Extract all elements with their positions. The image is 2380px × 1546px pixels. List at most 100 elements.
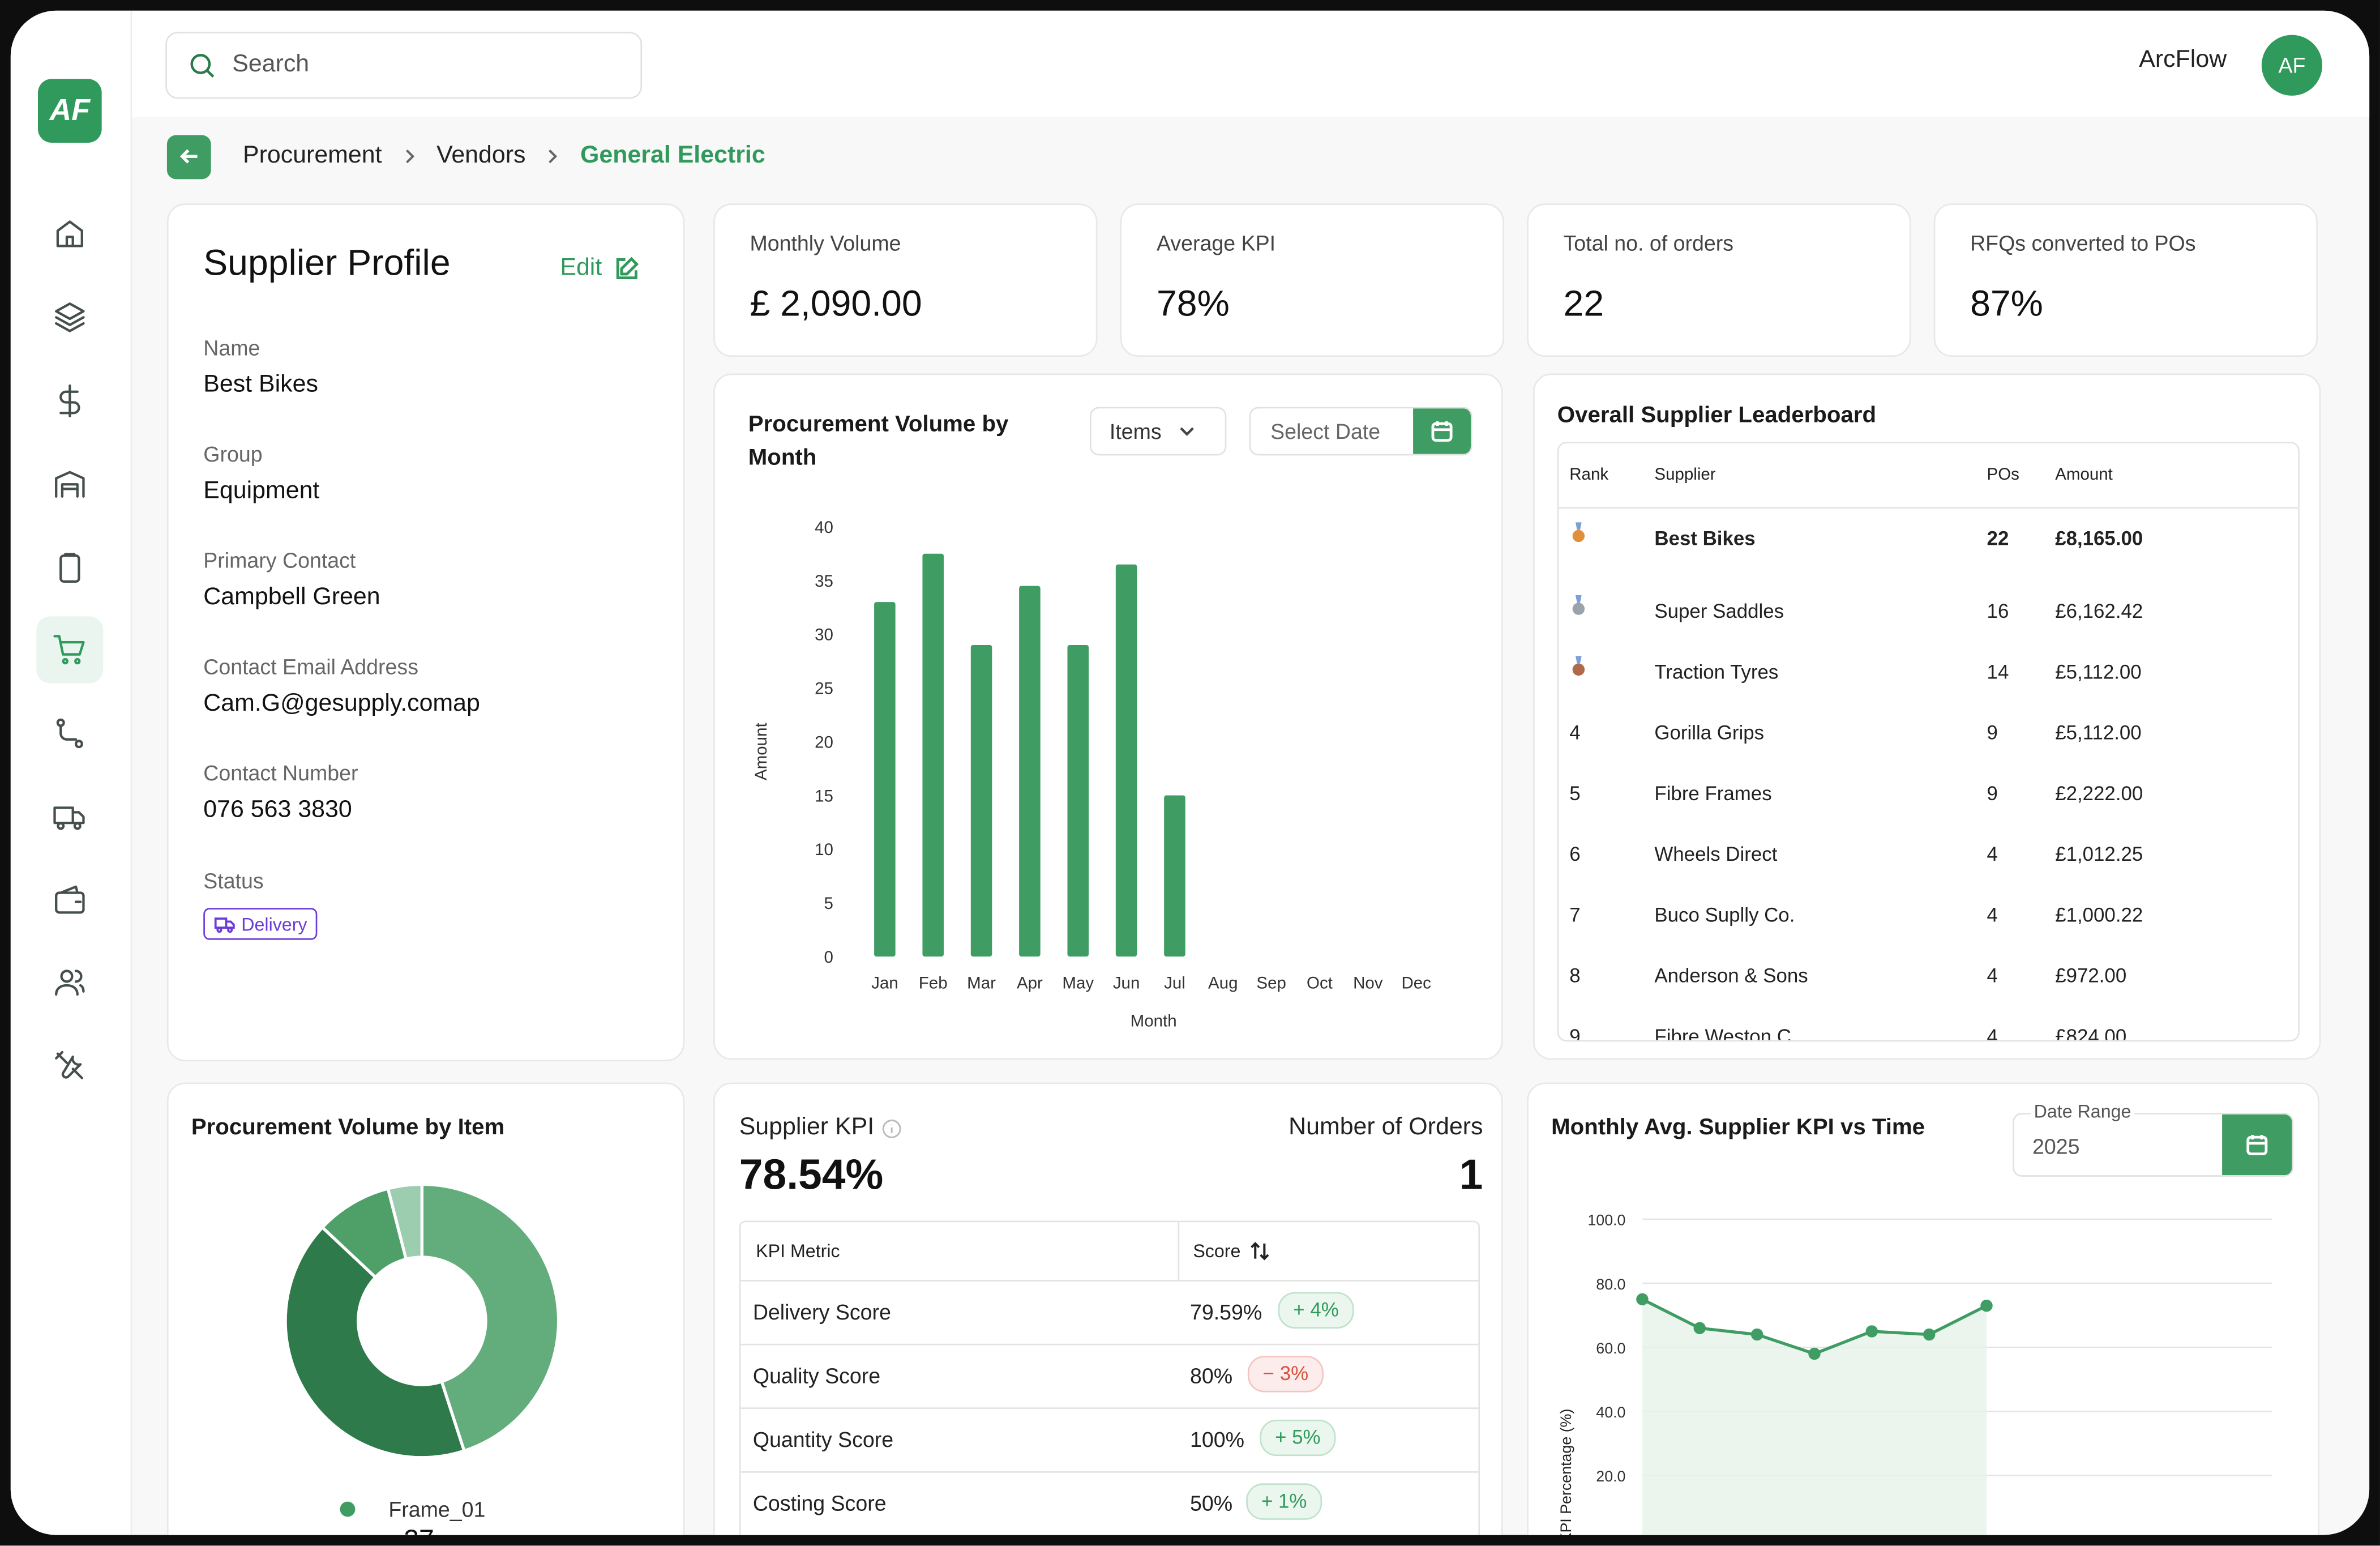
kpi-table-header: KPI Metric Score [740, 1222, 1479, 1282]
y-tick-label: 20 [815, 733, 833, 751]
table-row[interactable]: Super Saddles 16 £6,162.42 [1559, 568, 2298, 629]
table-row[interactable]: Traction Tyres 14 £5,112.00 [1559, 629, 2298, 689]
app-logo[interactable]: AF [38, 79, 102, 143]
calendar-button[interactable] [1413, 408, 1471, 454]
field-label-name: Name [203, 335, 260, 360]
field-value-phone: 076 563 3830 [203, 797, 352, 823]
date-input[interactable] [1267, 417, 1418, 445]
silver-medal-icon [1572, 595, 1585, 615]
field-value-email: Cam.G@gesupply.comap [203, 690, 480, 717]
table-row[interactable]: 6 Wheels Direct 4 £1,012.25 [1559, 811, 2298, 872]
column-pos: POs [1987, 466, 2019, 485]
rank-cell: 7 [1569, 903, 1581, 926]
trend-badge: + 5% [1260, 1419, 1336, 1457]
info-icon[interactable] [882, 1118, 902, 1138]
bar[interactable] [922, 553, 944, 957]
amount-cell: £6,162.42 [2055, 600, 2143, 623]
line-point[interactable] [1750, 1328, 1763, 1341]
legend-value: 27 [404, 1524, 434, 1535]
bronze-medal-icon [1572, 656, 1585, 676]
sidebar-item-clipboard[interactable] [36, 535, 103, 601]
amount-cell: £1,000.22 [2055, 903, 2143, 926]
users-icon [55, 970, 85, 996]
x-tick-label: Jan [871, 973, 898, 992]
pie-slice[interactable] [386, 1182, 424, 1261]
column-score: Score [1193, 1240, 1241, 1262]
sidebar-item-wallet[interactable] [36, 867, 103, 934]
table-row[interactable]: 4 Gorilla Grips 9 £5,112.00 [1559, 689, 2298, 750]
line-point[interactable] [1980, 1299, 1993, 1312]
items-dropdown[interactable]: Items [1090, 407, 1227, 456]
search-input[interactable] [229, 50, 630, 81]
stat-value: £ 2,090.00 [750, 284, 922, 325]
stat-label: Average KPI [1156, 230, 1276, 255]
breadcrumb-procurement[interactable]: Procurement [242, 143, 382, 169]
breadcrumb-vendors[interactable]: Vendors [436, 143, 526, 169]
stat-label: Monthly Volume [750, 230, 901, 255]
bar[interactable] [874, 602, 896, 957]
table-row[interactable]: Best Bikes 22 £8,165.00 [1559, 507, 2298, 567]
y-tick-label: 0.0 [1604, 1532, 1625, 1535]
pie-slice[interactable] [284, 1225, 466, 1459]
edit-button[interactable]: Edit [560, 255, 639, 282]
date-range-calendar-button[interactable] [2222, 1114, 2292, 1176]
amount-cell: £5,112.00 [2055, 660, 2142, 684]
leaderboard-header: Rank Supplier POs Amount [1559, 443, 2298, 509]
sidebar-item-layers[interactable] [36, 284, 103, 351]
chart-title-line1: Procurement Volume by [748, 411, 1009, 438]
supplier-cell: Fibre Frames [1654, 781, 1772, 805]
y-tick-label: 60.0 [1596, 1340, 1625, 1357]
column-score-sort[interactable]: Score [1193, 1240, 1271, 1262]
y-tick-label: 80.0 [1596, 1276, 1625, 1293]
x-tick-label: Nov [1353, 973, 1383, 992]
pie-slice[interactable] [420, 1182, 560, 1453]
table-row[interactable]: 9 Fibre Weston C 4 £824.00 [1559, 993, 2298, 1040]
leaderboard-table: Rank Supplier POs Amount Best Bikes 22 £8,… [1557, 442, 2300, 1042]
line-point[interactable] [1693, 1322, 1706, 1334]
stat-label: RFQs converted to POs [1970, 230, 2196, 255]
bar[interactable] [970, 644, 992, 957]
trend-badge: + 1% [1246, 1483, 1322, 1520]
table-row[interactable]: 8 Anderson & Sons 4 £972.00 [1559, 932, 2298, 993]
amount-cell: £5,112.00 [2055, 721, 2142, 744]
line-point[interactable] [1865, 1325, 1878, 1338]
table-row[interactable]: 5 Fibre Frames 9 £2,222.00 [1559, 750, 2298, 810]
x-tick-label: Jul [1164, 973, 1185, 992]
edit-label: Edit [560, 255, 602, 281]
search-box[interactable] [165, 32, 643, 99]
sidebar-item-home[interactable] [36, 200, 103, 267]
sidebar-item-procurement[interactable] [36, 616, 104, 684]
bar[interactable] [1019, 586, 1041, 957]
date-range-picker[interactable]: 2025 [2013, 1113, 2294, 1177]
y-tick-label: 35 [815, 572, 833, 591]
sidebar-item-users[interactable] [36, 949, 103, 1016]
table-row[interactable]: 7 Buco Suplly Co. 4 £1,000.22 [1559, 872, 2298, 932]
bar[interactable] [1115, 564, 1137, 957]
line-point[interactable] [1808, 1347, 1821, 1360]
stat-value: 22 [1563, 284, 1604, 325]
sidebar-item-routes[interactable] [36, 700, 103, 767]
chevron-right-icon [405, 150, 414, 164]
x-tick-label: Aug [1208, 973, 1238, 992]
bar[interactable] [1067, 644, 1089, 957]
kpi-score-cell: 80% [1189, 1363, 1233, 1388]
search-icon [190, 54, 215, 78]
line-point[interactable] [1923, 1328, 1936, 1341]
bar[interactable] [1164, 795, 1185, 957]
stat-value: 78% [1156, 284, 1230, 325]
avatar[interactable]: AF [2261, 35, 2323, 96]
sidebar-item-delivery[interactable] [36, 783, 103, 850]
date-picker[interactable] [1249, 407, 1472, 456]
back-button[interactable] [166, 134, 211, 179]
supplier-profile-card: Supplier Profile Edit Name Best Bikes Gr… [166, 203, 685, 1062]
amount-cell: £972.00 [2055, 964, 2127, 987]
column-kpi-metric: KPI Metric [756, 1240, 840, 1262]
sidebar-item-warehouse[interactable] [36, 451, 103, 518]
sidebar-item-finance[interactable] [36, 368, 103, 434]
orders-value: 1 [1459, 1151, 1483, 1198]
field-label-group: Group [203, 442, 263, 467]
wallet-icon [55, 885, 85, 914]
sidebar-item-tools[interactable] [36, 1032, 103, 1099]
line-point[interactable] [1636, 1293, 1649, 1306]
